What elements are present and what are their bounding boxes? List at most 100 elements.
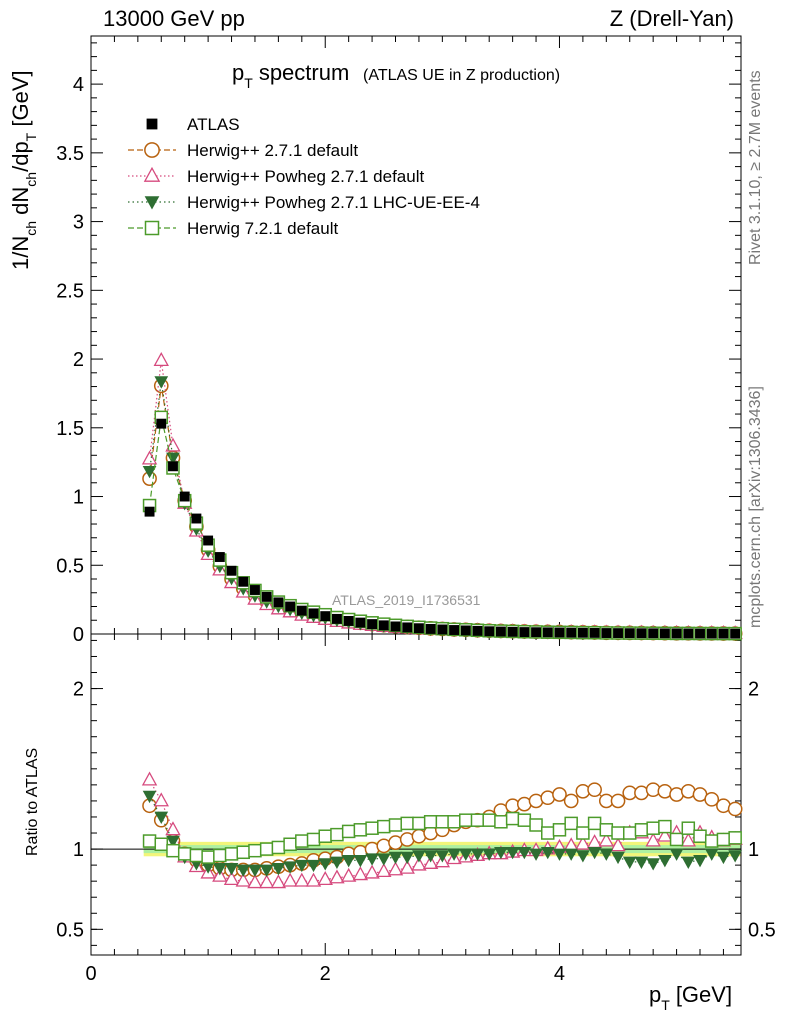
y-tick-label: 3 bbox=[73, 212, 84, 234]
atlas-data-point bbox=[589, 627, 600, 638]
xlabel-p: p bbox=[649, 982, 661, 1007]
ylabel-p0: 1/N bbox=[8, 236, 33, 270]
atlas-data-point bbox=[378, 620, 389, 631]
ylabel-p5: T bbox=[23, 132, 39, 141]
atlas-data-point bbox=[179, 491, 190, 502]
ratio-point-herwig-powheg-2-7-1-lhc-ue-ee-4 bbox=[412, 850, 426, 863]
series-point-herwig-powheg-2-7-1-default bbox=[153, 352, 169, 367]
y-axis-label: 1/Nch dNch/dpT [GeV] bbox=[8, 70, 39, 270]
ratio-point-herwig-powheg-2-7-1-lhc-ue-ee-4 bbox=[306, 859, 321, 873]
ratio-point-herwig-7-2-1-default bbox=[166, 843, 180, 858]
ratio-point-herwig-7-2-1-default bbox=[330, 827, 344, 842]
atlas-data-point bbox=[144, 506, 155, 517]
ratio-point-herwig-powheg-2-7-1-lhc-ue-ee-4 bbox=[248, 864, 262, 877]
x-tick-label: 0 bbox=[85, 963, 96, 985]
ratio-point-herwig-powheg-2-7-1-lhc-ue-ee-4 bbox=[166, 835, 180, 849]
atlas-data-point bbox=[214, 552, 225, 562]
ratio-point-herwig-powheg-2-7-1-default bbox=[387, 861, 404, 876]
ratio-point-herwig-7-2-1-default bbox=[716, 832, 731, 847]
atlas-data-point bbox=[577, 627, 588, 638]
ratio-point-herwig-7-2-1-default bbox=[189, 848, 204, 863]
atlas-data-point bbox=[542, 627, 553, 638]
ratio-point-herwig-powheg-2-7-1-lhc-ue-ee-4 bbox=[271, 863, 286, 876]
atlas-data-point bbox=[273, 597, 284, 608]
atlas-data-point bbox=[191, 513, 202, 524]
atlas-data-point bbox=[413, 623, 424, 634]
series-point-herwig-powheg-2-7-1-default bbox=[141, 450, 158, 465]
atlas-data-point bbox=[519, 627, 530, 638]
atlas-data-point bbox=[531, 627, 541, 638]
legend-marker-herwig-7-2-1-default bbox=[144, 220, 160, 236]
y-tick-label: 1.5 bbox=[56, 418, 84, 440]
atlas-data-point bbox=[624, 628, 635, 639]
ratio-point-herwig-7-2-1-default bbox=[505, 811, 520, 826]
ratio-point-herwig-7-2-1-default bbox=[224, 847, 239, 861]
atlas-data-point bbox=[636, 628, 647, 639]
side-label-rivet: Rivet 3.1.10, ≥ 2.7M events bbox=[747, 70, 764, 265]
ratio-point-herwig-powheg-2-7-1-default bbox=[399, 859, 415, 874]
ratio-point-herwig-7-2-1-default bbox=[248, 843, 262, 858]
atlas-data-point bbox=[671, 628, 682, 639]
ratio-point-herwig-powheg-2-7-1-default bbox=[376, 862, 392, 877]
chart-title-sub: T bbox=[244, 75, 253, 91]
ratio-point-herwig-powheg-2-7-1-default bbox=[247, 874, 263, 889]
ratio-y-tick-label: 2 bbox=[73, 679, 84, 701]
y-tick-label: 3.5 bbox=[56, 143, 84, 165]
ratio-point-herwig-7-2-1-default bbox=[459, 813, 473, 827]
ratio-point-herwig-powheg-2-7-1-default bbox=[575, 835, 591, 850]
ratio-point-herwig-2-7-1-default bbox=[587, 782, 602, 798]
atlas-data-point bbox=[226, 565, 237, 576]
atlas-data-point bbox=[343, 615, 354, 626]
ratio-point-herwig-powheg-2-7-1-default bbox=[153, 792, 169, 807]
ratio-point-herwig-7-2-1-default bbox=[658, 819, 672, 834]
chart-title-word: spectrum bbox=[259, 60, 349, 85]
ratio-point-herwig-powheg-2-7-1-default bbox=[598, 832, 615, 847]
atlas-data-point bbox=[261, 591, 272, 602]
atlas-data-point bbox=[320, 611, 331, 622]
legend-label-herwig-powheg-2-7-1-lhc-ue-ee-4: Herwig++ Powheg 2.7.1 LHC-UE-EE-4 bbox=[187, 193, 480, 212]
ratio-point-herwig-powheg-2-7-1-default bbox=[258, 874, 275, 889]
ratio-point-herwig-powheg-2-7-1-default bbox=[317, 871, 333, 886]
ratio-point-herwig-powheg-2-7-1-default bbox=[680, 832, 696, 847]
legend-label-atlas: ATLAS bbox=[187, 115, 240, 134]
ratio-point-herwig-powheg-2-7-1-lhc-ue-ee-4 bbox=[576, 850, 590, 863]
ratio-point-herwig-7-2-1-default bbox=[529, 818, 543, 832]
ratio-point-herwig-7-2-1-default bbox=[634, 823, 649, 837]
ratio-point-herwig-powheg-2-7-1-lhc-ue-ee-4 bbox=[517, 846, 532, 860]
atlas-data-point bbox=[156, 418, 167, 429]
atlas-data-point bbox=[648, 628, 659, 639]
ratio-point-herwig-7-2-1-default bbox=[622, 826, 637, 840]
atlas-data-point bbox=[449, 625, 460, 635]
atlas-data-point bbox=[238, 576, 249, 587]
ratio-point-herwig-powheg-2-7-1-default bbox=[294, 872, 310, 887]
ratio-point-herwig-7-2-1-default bbox=[236, 845, 251, 860]
side-label-mcplots: mcplots.cern.ch [arXiv:1306.3436] bbox=[747, 386, 764, 628]
ratio-point-herwig-powheg-2-7-1-lhc-ue-ee-4 bbox=[599, 848, 614, 861]
ratio-point-herwig-powheg-2-7-1-lhc-ue-ee-4 bbox=[634, 856, 649, 869]
atlas-data-point bbox=[718, 628, 729, 639]
x-axis-label: pT [GeV] bbox=[649, 982, 732, 1013]
chart-marks: 0 2 400.511.522.533.540.5 0.51 12 2ATLASHerwi… bbox=[56, 35, 776, 985]
ratio-point-herwig-7-2-1-default bbox=[599, 823, 614, 837]
ratio-point-herwig-2-7-1-default bbox=[563, 793, 579, 809]
ratio-point-herwig-powheg-2-7-1-lhc-ue-ee-4 bbox=[259, 864, 274, 877]
chart-title: pT spectrum bbox=[232, 60, 349, 91]
ratio-point-herwig-powheg-2-7-1-lhc-ue-ee-4 bbox=[236, 864, 251, 877]
atlas-data-point bbox=[460, 625, 471, 636]
atlas-data-point bbox=[659, 628, 670, 639]
chart-subtitle: (ATLAS UE in Z production) bbox=[363, 67, 560, 84]
ylabel-p6: [GeV] bbox=[8, 70, 33, 132]
atlas-data-point bbox=[706, 628, 717, 639]
ratio-point-herwig-7-2-1-default bbox=[412, 816, 426, 831]
ratio-point-herwig-7-2-1-default bbox=[177, 847, 192, 861]
series-point-herwig-powheg-2-7-1-default bbox=[165, 437, 181, 452]
ratio-point-herwig-powheg-2-7-1-lhc-ue-ee-4 bbox=[224, 863, 239, 876]
ratio-point-herwig-powheg-2-7-1-lhc-ue-ee-4 bbox=[704, 848, 719, 861]
ratio-point-herwig-powheg-2-7-1-lhc-ue-ee-4 bbox=[142, 790, 157, 804]
header-right: Z (Drell-Yan) bbox=[609, 6, 734, 31]
ratio-point-herwig-powheg-2-7-1-default bbox=[329, 869, 345, 884]
ratio-point-herwig-powheg-2-7-1-lhc-ue-ee-4 bbox=[318, 858, 333, 871]
ratio-point-herwig-powheg-2-7-1-default bbox=[610, 837, 626, 852]
ratio-point-herwig-powheg-2-7-1-lhc-ue-ee-4 bbox=[646, 858, 661, 871]
atlas-data-point bbox=[355, 617, 366, 628]
